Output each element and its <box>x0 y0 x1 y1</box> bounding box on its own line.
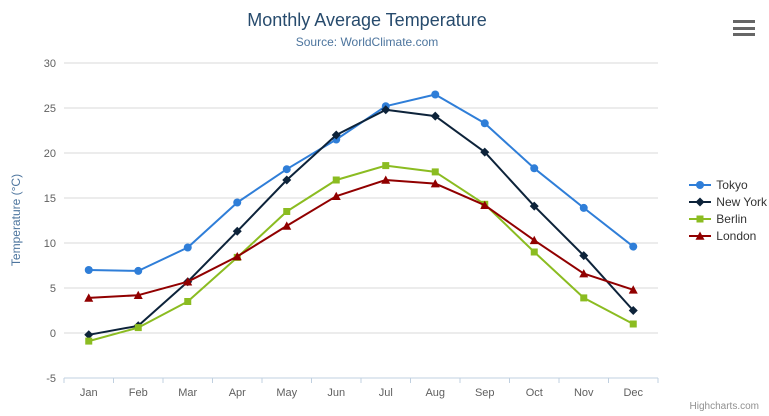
y-axis-tick-label: 25 <box>44 103 56 115</box>
series-london-marker <box>628 285 638 294</box>
series-london-marker <box>430 179 440 188</box>
series-berlin-marker <box>629 320 637 328</box>
series-berlin-marker <box>431 168 439 176</box>
x-axis-tick-label: Jul <box>379 387 393 399</box>
legend-label: Berlin <box>716 212 747 226</box>
x-axis-tick-label: May <box>276 387 297 399</box>
series-london-marker <box>282 221 292 230</box>
series-london-marker <box>381 175 391 184</box>
series-berlin-marker <box>134 324 142 332</box>
square-icon <box>689 215 712 223</box>
square-marker-icon <box>696 215 704 223</box>
series-berlin-marker <box>184 298 192 305</box>
series-tokyo-marker <box>84 266 93 274</box>
series-berlin-line <box>88 164 634 343</box>
y-axis-title: Temperature (°C) <box>9 173 23 267</box>
legend-item-berlin[interactable]: Berlin <box>689 211 767 227</box>
credits-link[interactable]: Highcharts.com <box>689 401 759 412</box>
series-tokyo-marker <box>629 242 638 251</box>
series-new-york-line <box>88 108 634 336</box>
x-axis-tick-label: Aug <box>425 387 445 399</box>
series-new-york-marker <box>282 175 292 185</box>
series-new-york-marker <box>84 330 94 340</box>
series-tokyo-line <box>88 93 634 272</box>
circle-icon <box>689 181 712 189</box>
y-axis-tick-label: 30 <box>44 58 56 70</box>
series-london-marker <box>579 269 589 278</box>
series-tokyo-marker <box>183 243 192 252</box>
x-axis-tick-label: Nov <box>574 387 594 399</box>
x-axis-tick-label: Jun <box>327 387 345 399</box>
series-london-line <box>88 179 634 299</box>
x-axis-tick-label: Apr <box>229 387 246 399</box>
series-new-york-marker <box>430 111 440 121</box>
series-london-marker <box>232 252 242 261</box>
series-london-marker <box>480 200 490 209</box>
series-tokyo-marker <box>579 203 588 212</box>
y-axis-tick-label: 5 <box>50 283 56 295</box>
series-new-york-marker <box>331 130 341 140</box>
y-axis-tick-label: -5 <box>46 373 56 385</box>
legend-item-london[interactable]: London <box>689 228 767 244</box>
series-london-marker <box>529 235 539 245</box>
y-axis-tick-label: 0 <box>50 328 56 340</box>
series-berlin-marker <box>85 337 93 345</box>
series-berlin-marker <box>530 248 538 256</box>
triangle-marker-icon <box>695 231 705 240</box>
series-tokyo-marker <box>282 165 291 174</box>
series-london-marker <box>331 191 341 200</box>
series-london-marker <box>84 293 94 302</box>
hamburger-icon <box>733 33 755 36</box>
legend-item-new-york[interactable]: New York <box>689 194 767 210</box>
hamburger-icon <box>733 26 755 30</box>
series-new-york-marker <box>232 226 242 236</box>
hamburger-icon <box>733 20 755 23</box>
legend: Tokyo New York Berlin London <box>689 177 767 245</box>
series-london-marker <box>183 277 193 286</box>
x-axis-tick-label: Feb <box>129 387 148 399</box>
legend-label: Tokyo <box>716 178 748 192</box>
legend-label: London <box>716 229 757 243</box>
chart-title: Monthly Average Temperature <box>247 10 487 30</box>
series-new-york-marker <box>529 201 539 211</box>
y-axis-tick-label: 20 <box>44 148 56 160</box>
series-berlin-marker <box>332 176 340 184</box>
series-tokyo-marker <box>480 119 489 128</box>
series-berlin-marker <box>382 162 390 170</box>
legend-item-tokyo[interactable]: Tokyo <box>689 177 767 193</box>
y-axis-tick-label: 10 <box>44 238 56 250</box>
x-axis-tick-label: Jan <box>80 387 98 399</box>
series-new-york-marker <box>579 251 589 261</box>
export-menu-button[interactable] <box>732 18 756 38</box>
x-axis-tick-label: Mar <box>178 387 197 399</box>
y-axis-tick-label: 15 <box>44 193 56 205</box>
x-axis-tick-label: Sep <box>475 387 495 399</box>
series-berlin-marker <box>283 208 291 215</box>
series-new-york-marker <box>628 306 638 315</box>
x-axis-tick-label: Oct <box>526 387 543 399</box>
series-berlin-marker <box>580 294 588 302</box>
chart-subtitle: Source: WorldClimate.com <box>295 35 439 49</box>
series-new-york-marker <box>381 105 391 115</box>
diamond-icon <box>689 197 712 207</box>
series-tokyo-marker <box>431 90 440 99</box>
series-tokyo-marker <box>134 266 143 275</box>
legend-label: New York <box>716 195 767 209</box>
series-london-marker <box>133 290 143 299</box>
series-tokyo-marker <box>530 164 539 173</box>
circle-marker-icon <box>696 181 705 189</box>
diamond-marker-icon <box>695 197 705 207</box>
series-new-york-marker <box>480 147 490 157</box>
triangle-icon <box>689 231 712 240</box>
series-tokyo-marker <box>233 198 242 207</box>
x-axis-tick-label: Dec <box>623 387 643 399</box>
